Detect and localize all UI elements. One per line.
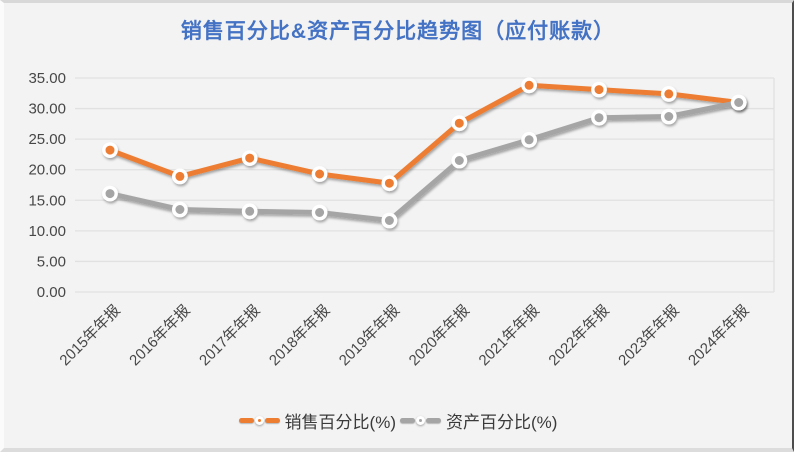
y-axis-tick-label: 5.00 [37,253,66,270]
data-point-marker [451,152,468,169]
trend-chart-plot: 0.00 5.00 10.00 15.00 20.00 25.00 30.00 35.00 20… [28,70,775,369]
data-point-marker [171,201,188,218]
data-point-marker [102,142,118,159]
data-point-marker [591,81,607,98]
x-axis-tick-label: 2024年年报 [685,302,752,369]
data-point-marker [381,212,398,229]
series-1 [102,94,747,229]
data-point-marker [311,204,328,221]
y-axis-tick-label: 30.00 [28,101,66,118]
data-point-marker [730,94,747,111]
chart-legend: 销售百分比(%) 资产百分比(%) [4,408,792,433]
x-axis-tick-label: 2016年年报 [126,302,193,369]
series-line [107,82,742,186]
legend-marker-assets-icon [400,416,441,425]
data-point-marker [591,109,607,126]
x-axis-tick-label: 2021年年报 [476,302,543,369]
series-0 [102,77,747,192]
data-point-marker [241,150,258,167]
y-axis-tick-label: 15.00 [28,192,66,209]
legend-marker-sales-icon [238,416,280,425]
data-point-marker [311,166,328,182]
y-axis-tick-label: 20.00 [28,162,66,179]
x-axis-tick-label: 2019年年报 [336,302,403,369]
data-point-marker [660,108,677,125]
chart-title: 销售百分比&资产百分比趋势图（应付账款） [180,20,616,43]
x-axis-tick-label: 2023年年报 [615,302,682,369]
x-axis-tick-label: 2018年年报 [266,302,333,369]
y-axis-tick-label: 25.00 [28,131,66,148]
data-point-marker [171,168,188,185]
legend-item-sales: 销售百分比(%) [238,408,396,433]
legend-item-assets: 资产百分比(%) [400,408,557,433]
legend-label-sales: 销售百分比(%) [284,413,396,432]
data-point-marker [241,203,258,220]
y-axis-tick-label: 10.00 [28,223,66,240]
y-axis-tick-label: 0.00 [37,284,66,301]
x-axis-tick-label: 2015年年报 [56,302,123,369]
data-point-marker [660,86,677,102]
data-point-marker [381,175,398,192]
x-axis-tick-label: 2017年年报 [196,302,263,369]
data-point-marker [102,185,118,202]
legend-label-assets: 资产百分比(%) [446,413,558,432]
series-line [107,100,742,223]
data-point-marker [521,131,537,148]
x-axis-tick-label: 2022年年报 [545,302,612,369]
data-point-marker [521,77,537,94]
x-axis-tick-label: 2020年年报 [406,302,473,369]
y-axis-tick-label: 35.00 [28,70,66,87]
data-point-marker [451,115,468,132]
